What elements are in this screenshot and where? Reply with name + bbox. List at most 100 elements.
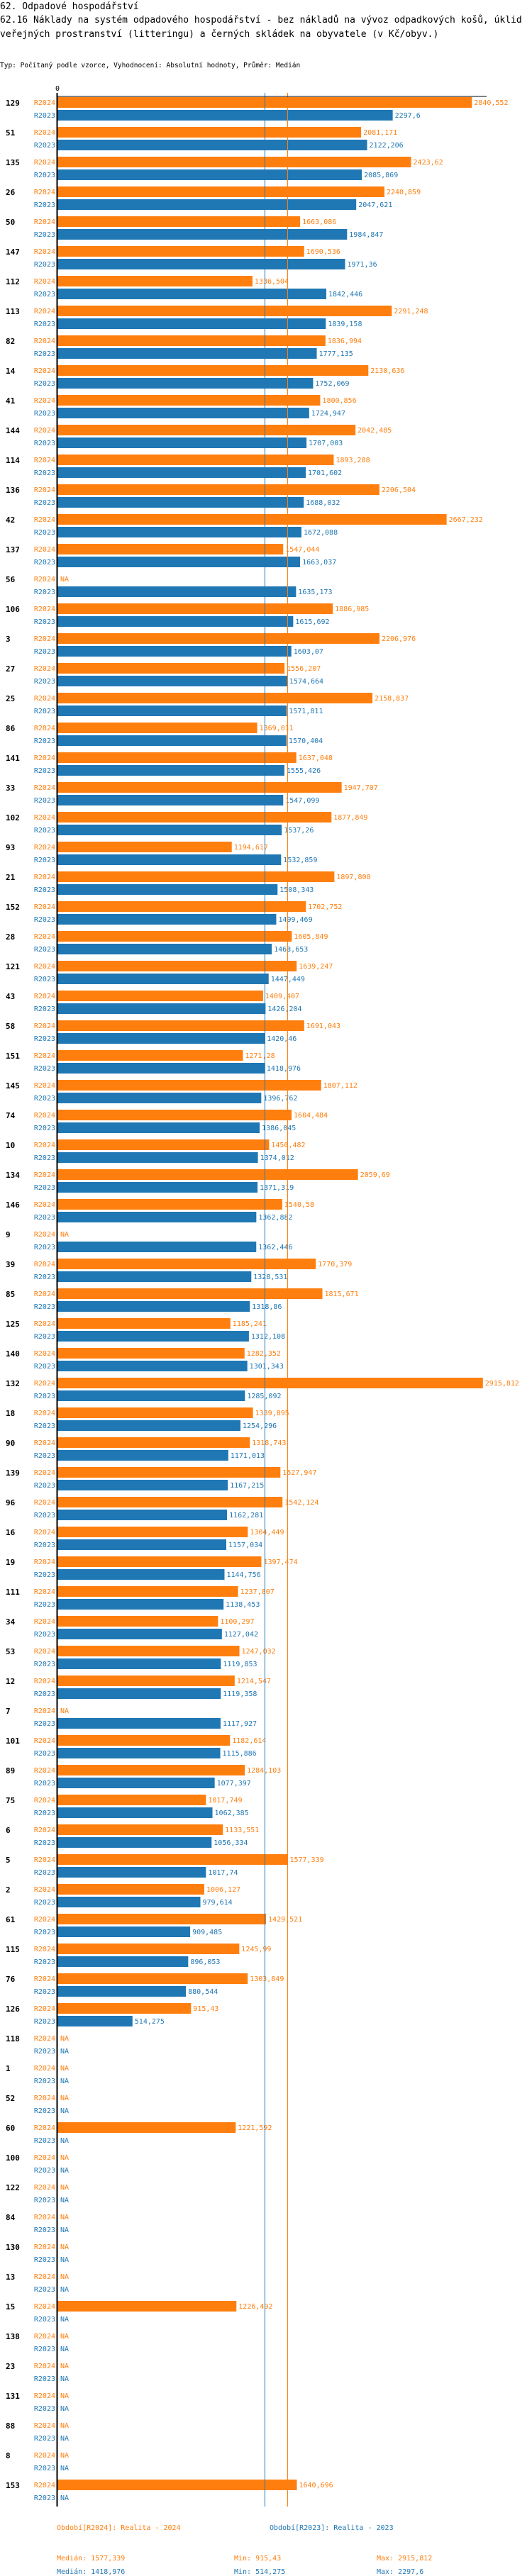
- series-label-r2024: R2024: [34, 1201, 55, 1209]
- value-label-r2024: 2206,976: [382, 635, 416, 643]
- value-label-r2023: 1663,037: [302, 559, 336, 567]
- series-label-r2023: R2023: [34, 499, 55, 507]
- value-label-r2023: 1984,847: [349, 231, 383, 239]
- series-label-r2023: R2023: [34, 1244, 55, 1251]
- na-label-r2024: NA: [60, 2422, 69, 2430]
- category-label: 144: [6, 426, 20, 435]
- bar-r2023: [57, 1122, 260, 1133]
- series-label-r2023: R2023: [34, 1363, 55, 1371]
- series-label-r2024: R2024: [34, 2184, 55, 2192]
- series-label-r2024: R2024: [34, 1618, 55, 1626]
- category-label: 41: [6, 396, 16, 406]
- bar-r2023: [57, 854, 282, 865]
- value-label-r2024: 915,43: [193, 2005, 218, 2013]
- category-label: 33: [6, 784, 15, 793]
- series-label-r2024: R2024: [34, 546, 55, 554]
- bar-r2023: [57, 1450, 228, 1461]
- value-label-r2024: 1893,288: [336, 457, 370, 464]
- series-label-r2023: R2023: [34, 2286, 55, 2294]
- bar-r2024: [57, 1407, 253, 1418]
- bar-r2024: [57, 1973, 248, 1984]
- category-label: 43: [6, 992, 15, 1001]
- na-label-r2024: NA: [60, 2214, 69, 2221]
- value-label-r2024: 1639,247: [299, 963, 333, 971]
- category-label: 153: [6, 2481, 20, 2490]
- value-label-r2024: 1604,484: [294, 1112, 328, 1120]
- value-label-r2024: 1429,521: [268, 1916, 302, 1924]
- value-label-r2023: 1371,319: [260, 1184, 294, 1192]
- series-label-r2024: R2024: [34, 457, 55, 464]
- bar-r2024: [57, 1169, 358, 1180]
- bar-r2023: [57, 1390, 245, 1401]
- series-label-r2024: R2024: [34, 1439, 55, 1447]
- series-label-r2024: R2024: [34, 695, 55, 703]
- series-label-r2024: R2024: [34, 1320, 55, 1328]
- na-label-r2023: NA: [60, 2167, 69, 2175]
- na-label-r2024: NA: [60, 2065, 69, 2073]
- value-label-r2024: 1100,297: [220, 1618, 254, 1626]
- series-label-r2023: R2023: [34, 1452, 55, 1460]
- series-label-r2024: R2024: [34, 516, 55, 524]
- bar-r2023: [57, 318, 326, 329]
- series-label-r2023: R2023: [34, 1601, 55, 1609]
- series-label-r2023: R2023: [34, 1273, 55, 1281]
- series-label-r2024: R2024: [34, 874, 55, 881]
- series-label-r2023: R2023: [34, 1929, 55, 1936]
- value-label-r2024: 2206,504: [382, 486, 416, 494]
- series-label-r2023: R2023: [34, 1839, 55, 1847]
- value-label-r2023: 979,614: [203, 1899, 233, 1907]
- series-label-r2024: R2024: [34, 1856, 55, 1864]
- bar-r2024: [57, 1020, 304, 1031]
- series-label-r2024: R2024: [34, 308, 55, 316]
- series-label-r2023: R2023: [34, 1720, 55, 1728]
- category-label: 5: [6, 1856, 11, 1865]
- value-label-r2024: 1556,207: [287, 665, 321, 673]
- value-label-r2023: 1062,385: [215, 1810, 249, 1817]
- value-label-r2024: 1185,241: [233, 1320, 267, 1328]
- value-label-r2024: 1369,011: [260, 725, 294, 732]
- stat-r2024-max: Max: 2915,812: [377, 2555, 433, 2563]
- bar-r2024: [57, 335, 326, 346]
- category-label: 137: [6, 545, 20, 554]
- value-label-r2023: 1167,215: [230, 1482, 264, 1490]
- category-label: 134: [6, 1171, 20, 1180]
- series-label-r2024: R2024: [34, 1529, 55, 1537]
- category-label: 130: [6, 2243, 20, 2252]
- bar-r2023: [57, 378, 314, 389]
- bar-r2023: [57, 140, 367, 150]
- value-label-r2023: 1570,404: [289, 737, 323, 745]
- series-label-r2023: R2023: [34, 618, 55, 626]
- category-label: 18: [6, 1409, 15, 1418]
- bar-r2023: [57, 229, 348, 240]
- value-label-r2023: 1115,886: [223, 1750, 257, 1758]
- series-label-r2023: R2023: [34, 1661, 55, 1668]
- bar-r2024: [57, 1765, 245, 1775]
- value-label-r2023: 1537,26: [284, 827, 314, 835]
- series-label-r2024: R2024: [34, 278, 55, 286]
- value-label-r2024: 1182,614: [232, 1737, 266, 1745]
- bar-r2023: [57, 1629, 222, 1639]
- category-label: 86: [6, 724, 16, 733]
- category-label: 8: [6, 2451, 11, 2460]
- bar-r2023: [57, 1807, 213, 1818]
- bar-r2024: [57, 1050, 243, 1061]
- category-label: 85: [6, 1290, 15, 1299]
- bar-r2024: [57, 1497, 283, 1507]
- value-label-r2024: 1886,985: [335, 606, 369, 613]
- category-label: 138: [6, 2332, 20, 2341]
- series-label-r2024: R2024: [34, 397, 55, 405]
- category-label: 60: [6, 2124, 15, 2133]
- bar-r2023: [57, 1003, 266, 1014]
- bar-r2023: [57, 1063, 265, 1074]
- series-label-r2023: R2023: [34, 1482, 55, 1490]
- bar-r2024: [57, 1854, 288, 1865]
- series-label-r2024: R2024: [34, 1707, 55, 1715]
- value-label-r2024: 2667,232: [449, 516, 483, 524]
- bar-r2023: [57, 765, 284, 776]
- value-label-r2024: 1282,352: [247, 1350, 281, 1358]
- series-label-r2024: R2024: [34, 2214, 55, 2221]
- bar-r2024: [57, 633, 379, 644]
- series-label-r2023: R2023: [34, 172, 55, 179]
- na-label-r2023: NA: [60, 2494, 69, 2502]
- bar-r2024: [57, 425, 356, 435]
